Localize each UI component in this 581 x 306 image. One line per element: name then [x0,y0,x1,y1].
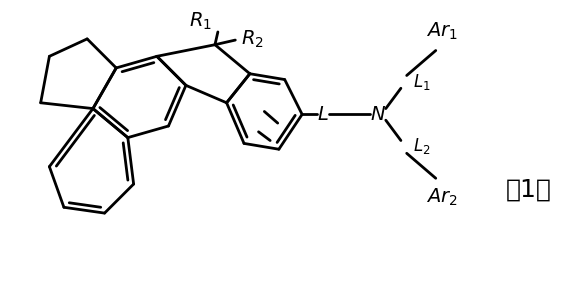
Text: $R_1$: $R_1$ [189,11,212,32]
Text: （1）: （1） [506,178,551,202]
Text: $L$: $L$ [317,105,328,124]
Text: $L_2$: $L_2$ [413,136,430,156]
Text: $L_1$: $L_1$ [413,73,430,92]
Text: $R_2$: $R_2$ [241,28,264,50]
Text: $Ar_1$: $Ar_1$ [426,21,457,42]
Text: $Ar_2$: $Ar_2$ [426,187,457,208]
Text: $N$: $N$ [370,105,386,124]
